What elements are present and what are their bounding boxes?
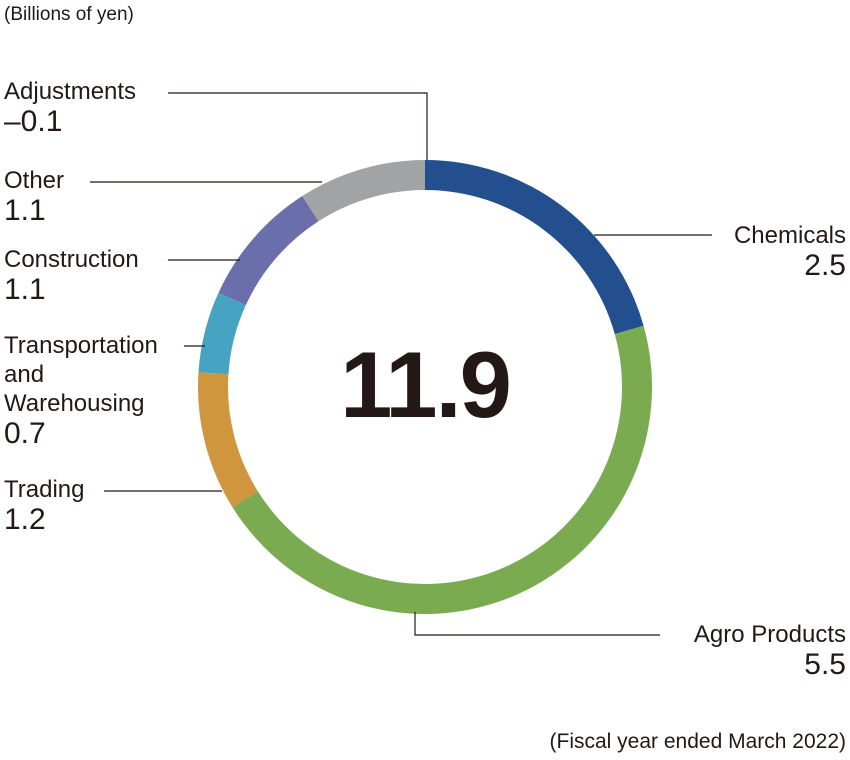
segment-chemicals bbox=[425, 160, 644, 334]
segment-transportation-and-warehousing bbox=[198, 292, 246, 375]
segment-value: 1.1 bbox=[4, 273, 46, 306]
segment-name-line1: Transportation bbox=[4, 332, 158, 359]
segment-value: –0.1 bbox=[4, 105, 63, 138]
label-trading: Trading 1.2 bbox=[4, 475, 84, 536]
leader-line-adjustments bbox=[168, 92, 428, 160]
segment-other bbox=[302, 160, 425, 222]
label-other: Other 1.1 bbox=[4, 166, 64, 227]
label-agro-products: Agro Products 5.5 bbox=[694, 620, 846, 681]
segment-name-line2: and bbox=[4, 361, 45, 388]
donut-segments bbox=[198, 160, 653, 615]
leader-lines bbox=[90, 92, 712, 636]
segment-value: 1.1 bbox=[4, 194, 46, 227]
segment-name-line3: Warehousing bbox=[4, 390, 145, 417]
segment-value: 2.5 bbox=[804, 249, 846, 282]
segment-name: Agro Products bbox=[693, 621, 846, 648]
segment-agro-products bbox=[232, 325, 653, 615]
label-chemicals: Chemicals 2.5 bbox=[734, 221, 846, 282]
label-construction: Construction 1.1 bbox=[4, 245, 139, 306]
segment-trading bbox=[198, 372, 258, 508]
segment-name: Chemicals bbox=[733, 222, 846, 249]
total-value: 11.9 bbox=[340, 332, 512, 437]
label-transportation: Transportation and Warehousing 0.7 bbox=[4, 331, 158, 450]
leader-line-agro bbox=[414, 612, 660, 636]
unit-label: (Billions of yen) bbox=[4, 4, 134, 25]
segment-value: 5.5 bbox=[804, 648, 846, 681]
segment-name: Adjustments bbox=[4, 78, 137, 105]
label-adjustments: Adjustments –0.1 bbox=[4, 77, 136, 138]
segment-value: 0.7 bbox=[4, 417, 46, 450]
fiscal-year-note: (Fiscal year ended March 2022) bbox=[549, 730, 846, 753]
segment-value: 1.2 bbox=[4, 503, 46, 536]
segment-name: Trading bbox=[4, 476, 85, 503]
segment-construction bbox=[218, 196, 319, 306]
segment-name: Other bbox=[4, 167, 65, 194]
segment-name: Construction bbox=[4, 246, 139, 273]
